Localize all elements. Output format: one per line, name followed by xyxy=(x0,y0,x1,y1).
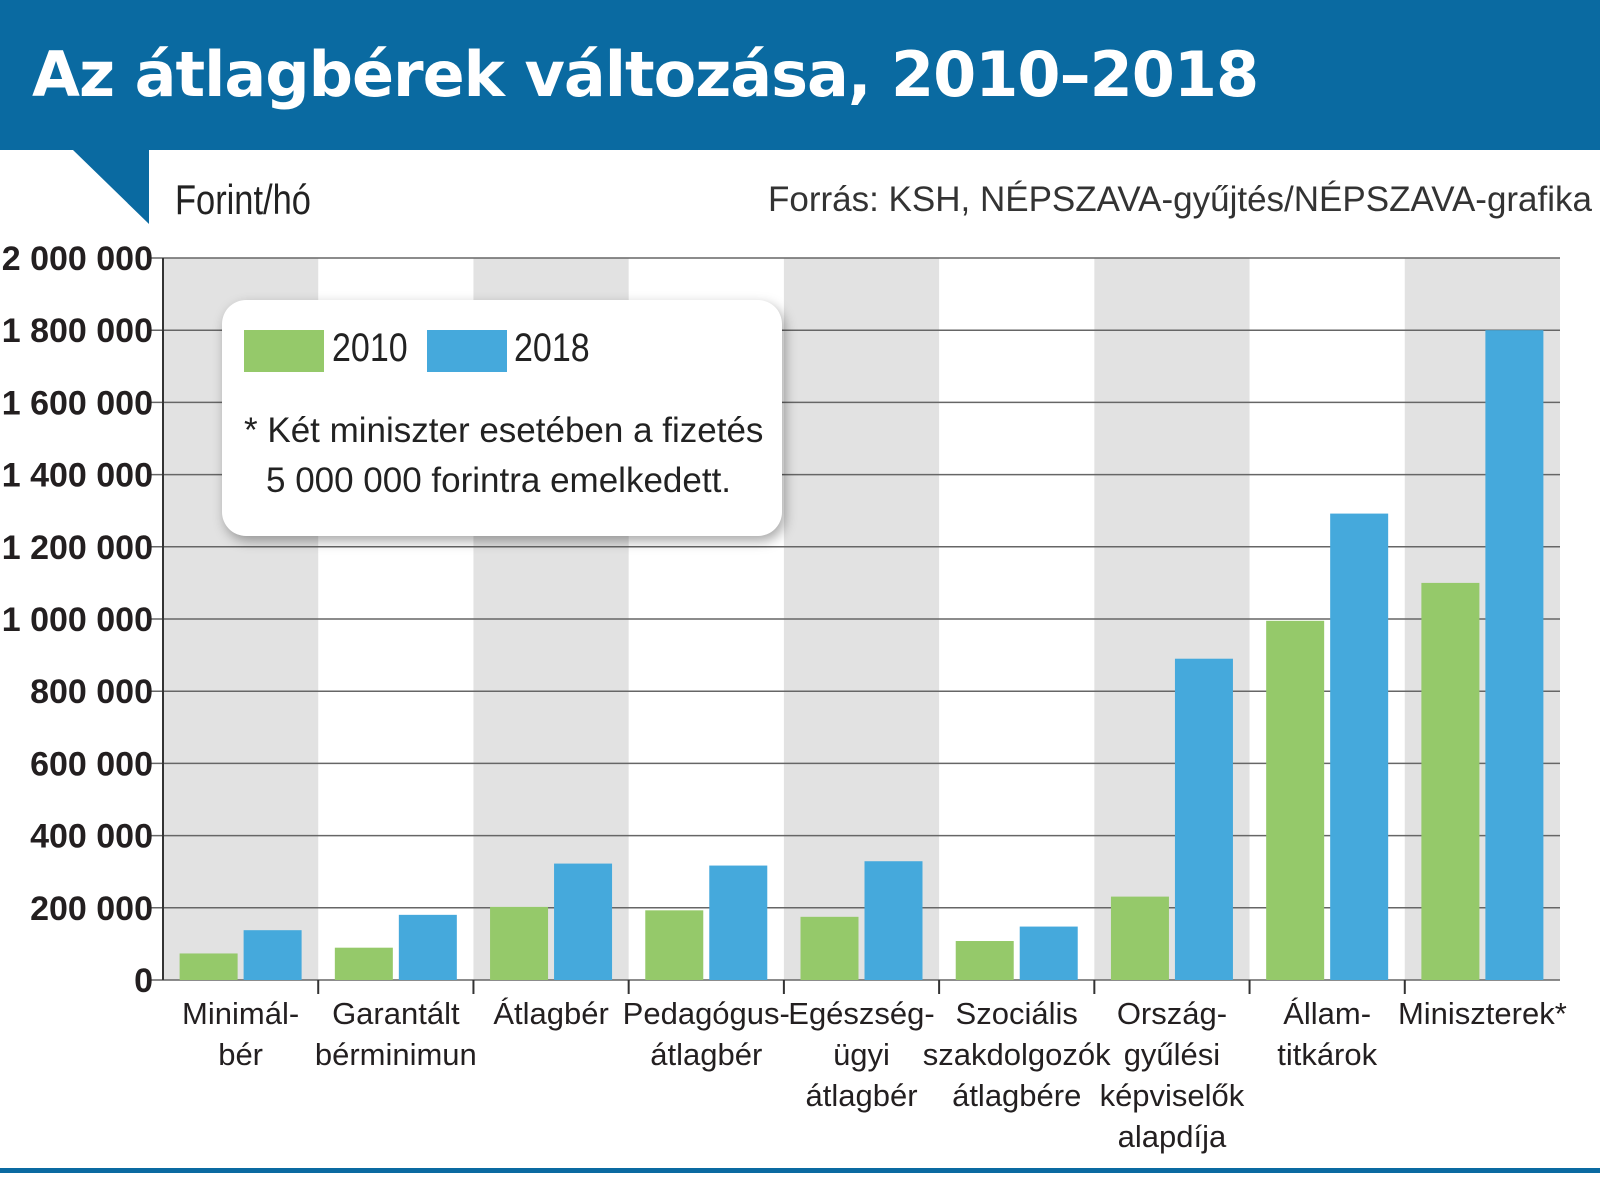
source-label: Forrás: KSH, NÉPSZAVA-gyűjtés/NÉPSZAVA-g… xyxy=(767,180,1592,219)
legend-swatch-2010 xyxy=(244,330,324,372)
bar-2018 xyxy=(1019,926,1078,980)
category-label: ügyi xyxy=(833,1037,890,1072)
category-label: Átlagbér xyxy=(493,996,608,1031)
category-label: szakdolgozók xyxy=(923,1037,1111,1072)
bar-2010 xyxy=(490,906,549,980)
bar-2010 xyxy=(179,953,238,980)
y-tick-label: 1 400 000 xyxy=(2,457,153,495)
y-tick-label: 800 000 xyxy=(30,673,153,711)
bar-2018 xyxy=(398,914,457,980)
bar-2010 xyxy=(1421,582,1480,980)
bar-2018 xyxy=(1485,330,1544,980)
y-tick-label: 1 000 000 xyxy=(2,601,153,639)
bar-2010 xyxy=(955,941,1014,980)
legend-note: * Két miniszter esetében a fizetés 5 000… xyxy=(244,406,763,506)
bar-2018 xyxy=(864,861,923,980)
y-tick-label: 400 000 xyxy=(30,818,153,856)
legend-swatch-2018 xyxy=(427,330,507,372)
y-tick-label: 1 200 000 xyxy=(2,529,153,567)
category-label: gyűlési xyxy=(1124,1037,1221,1072)
bar-2010 xyxy=(1110,896,1169,980)
category-label: bér xyxy=(218,1037,263,1072)
category-label: titkárok xyxy=(1277,1037,1377,1072)
title-bar xyxy=(0,0,1600,150)
category-label: Állam- xyxy=(1283,996,1371,1031)
bar-2018 xyxy=(709,865,768,980)
legend-box: 2010 2018 * Két miniszter esetében a fiz… xyxy=(222,300,782,536)
legend-note-line-1: * Két miniszter esetében a fizetés xyxy=(244,411,764,450)
category-labels: Minimál-bér Garantált bérminimun Átlagbér Pe… xyxy=(182,996,1567,1154)
y-tick-labels: 0 200 000 400 000 600 000 800 000 1 000 000 1 … xyxy=(2,240,153,1000)
category-label: Ország- xyxy=(1117,996,1227,1031)
category-label: Minimál- xyxy=(182,996,299,1031)
bar-2018 xyxy=(243,930,302,980)
category-label: Garantált xyxy=(332,996,460,1031)
y-tick-label: 200 000 xyxy=(30,890,153,928)
legend-label-2010: 2010 xyxy=(332,326,408,370)
category-label: Pedagógus- xyxy=(623,996,790,1031)
bar-2010 xyxy=(645,910,704,980)
category-label: átlagbér xyxy=(805,1078,917,1113)
category-label: átlagbére xyxy=(952,1078,1081,1113)
y-tick-label: 1 600 000 xyxy=(2,384,153,422)
category-label: bérminimun xyxy=(315,1037,477,1072)
category-label: Szociális xyxy=(956,996,1078,1031)
bars xyxy=(179,330,1544,980)
category-label: képviselők xyxy=(1100,1078,1245,1113)
y-tick-label: 0 xyxy=(134,962,153,1000)
category-label: alapdíja xyxy=(1118,1119,1227,1154)
bar-2018 xyxy=(1330,513,1389,980)
category-label: átlagbér xyxy=(650,1037,762,1072)
bar-2010 xyxy=(334,947,393,980)
bar-2018 xyxy=(554,863,613,980)
bottom-rule xyxy=(0,1168,1600,1173)
y-tick-label: 1 800 000 xyxy=(2,312,153,350)
category-label: Egészség- xyxy=(788,996,934,1031)
category-label: Miniszterek* xyxy=(1398,996,1567,1031)
chart-title: Az átlagbérek változása, 2010–2018 xyxy=(32,38,1259,111)
bar-2018 xyxy=(1174,658,1233,980)
legend-note-line-2: 5 000 000 forintra emelkedett. xyxy=(266,461,732,500)
y-tick-label: 2 000 000 xyxy=(2,240,153,278)
bar-2010 xyxy=(800,916,859,980)
y-tick-label: 600 000 xyxy=(30,745,153,783)
legend-label-2018: 2018 xyxy=(514,326,590,370)
bar-2010 xyxy=(1266,620,1325,980)
y-unit-label: Forint/hó xyxy=(175,176,311,223)
